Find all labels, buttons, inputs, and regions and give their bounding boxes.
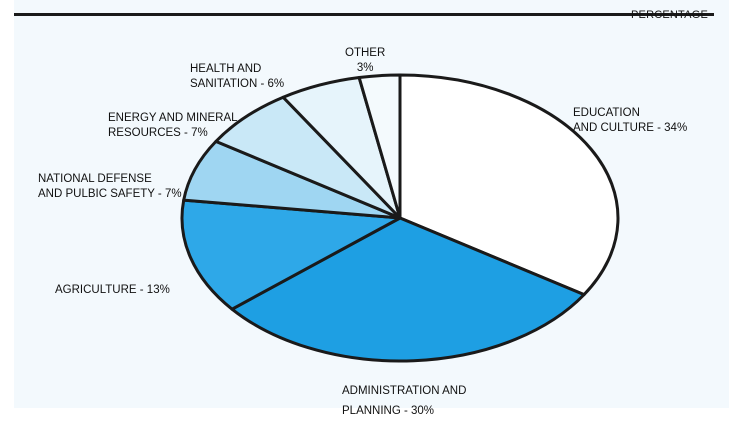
slice-label-health: HEALTH AND SANITATION - 6% [190, 63, 285, 90]
unit-label: PERCENTAGE [631, 9, 708, 21]
top-rule [14, 13, 714, 16]
page-margin [0, 0, 14, 408]
pie-slice-administration [230, 216, 586, 363]
slice-label-national-defense: NATIONAL DEFENSE AND PULBIC SAFETY - 7% [38, 173, 182, 200]
slice-label-education: EDUCATION AND CULTURE - 34% [573, 107, 688, 134]
slice-label-agriculture: AGRICULTURE - 13% [55, 284, 170, 296]
pie-slice-other [357, 73, 402, 220]
pie-chart [180, 73, 620, 363]
pie-slice-agriculture [180, 198, 402, 311]
slice-label-other: OTHER 3% [345, 47, 386, 74]
chart-panel: PERCENTAGE EDUCATION AND CULTURE - 34% AD… [0, 0, 729, 417]
slice-label-administration: ADMINISTRATION AND PLANNING - 30% [342, 385, 467, 417]
slice-label-energy: ENERGY AND MINERAL RESOURCES - 7% [108, 112, 238, 139]
